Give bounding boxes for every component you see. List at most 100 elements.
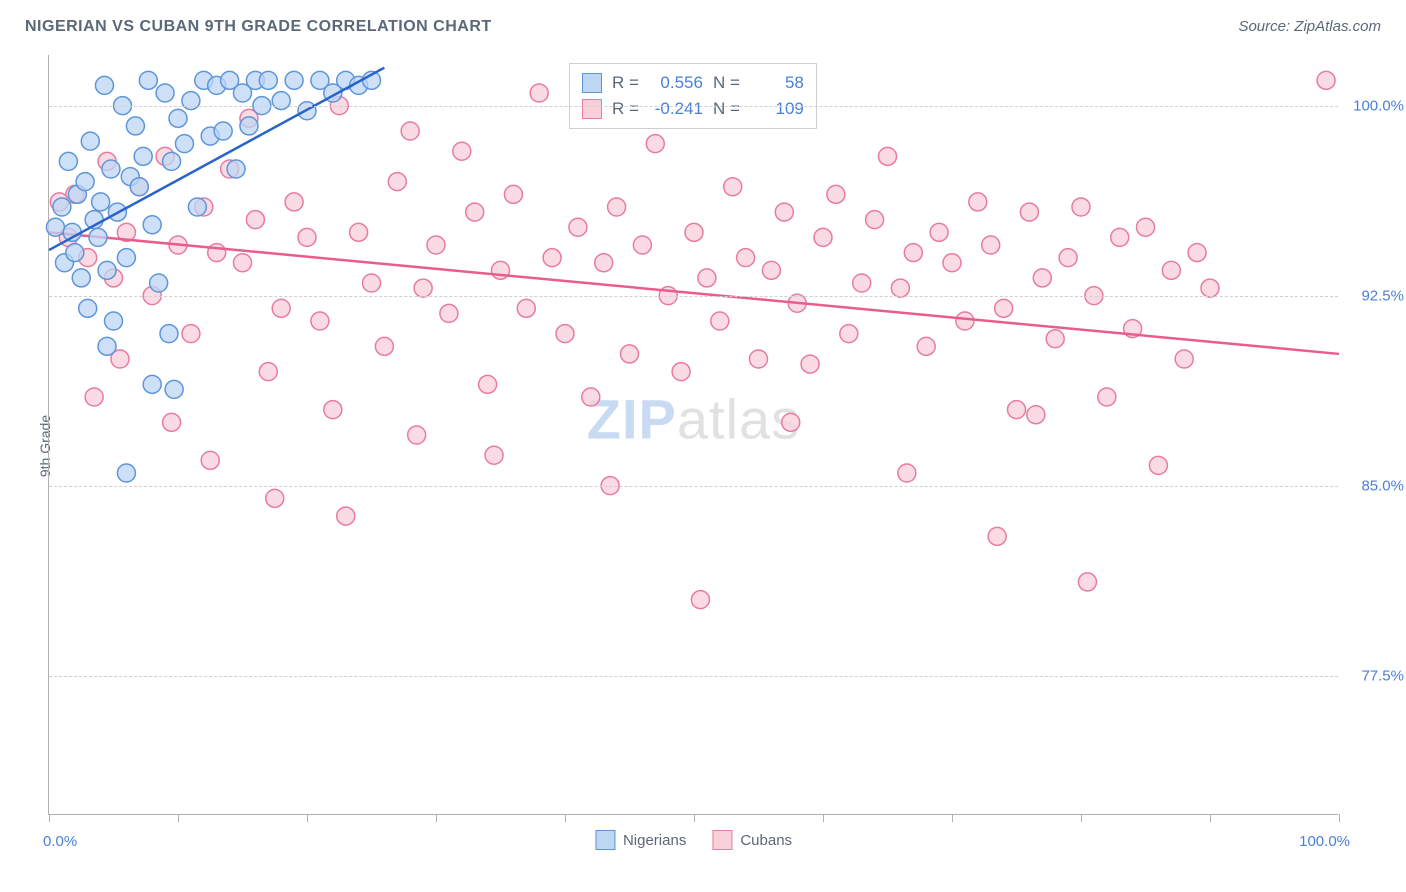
data-point [737,249,755,267]
data-point [126,117,144,135]
data-point [1020,203,1038,221]
data-point [156,84,174,102]
data-point [427,236,445,254]
y-tick-label: 85.0% [1361,477,1404,494]
data-point [81,132,99,150]
data-point [1201,279,1219,297]
swatch-b-icon [582,99,602,119]
data-point [259,363,277,381]
data-point [134,147,152,165]
data-point [259,71,277,89]
data-point [440,304,458,322]
data-point [85,388,103,406]
data-point [711,312,729,330]
n-value-a: 58 [750,73,804,93]
data-point [53,198,71,216]
data-point [298,228,316,246]
data-point [543,249,561,267]
data-point [621,345,639,363]
data-point [750,350,768,368]
data-point [943,254,961,272]
data-point [672,363,690,381]
data-point [1059,249,1077,267]
data-point [95,76,113,94]
data-point [175,135,193,153]
data-point [143,216,161,234]
data-point [853,274,871,292]
data-point [72,269,90,287]
data-point [139,71,157,89]
data-point [1046,330,1064,348]
x-tick [565,814,566,822]
data-point [1033,269,1051,287]
y-tick-label: 77.5% [1361,667,1404,684]
data-point [504,185,522,203]
plot-area: ZIPatlas R = 0.556 N = 58 R = -0.241 N =… [48,55,1338,815]
data-point [685,223,703,241]
data-point [691,591,709,609]
legend-swatch-b-icon [712,830,732,850]
chart-container: NIGERIAN VS CUBAN 9TH GRADE CORRELATION … [0,0,1406,892]
gridline [49,676,1338,677]
gridline [49,486,1338,487]
data-point [79,299,97,317]
legend: Nigerians Cubans [595,830,792,850]
data-point [840,325,858,343]
data-point [234,254,252,272]
data-point [350,223,368,241]
data-point [214,122,232,140]
data-point [569,218,587,236]
correlation-stats-box: R = 0.556 N = 58 R = -0.241 N = 109 [569,63,817,129]
gridline [49,106,1338,107]
x-tick [1339,814,1340,822]
data-point [285,193,303,211]
x-tick [307,814,308,822]
source-attribution: Source: ZipAtlas.com [1238,18,1381,35]
data-point [891,279,909,297]
data-point [160,325,178,343]
data-point [188,198,206,216]
x-tick [952,814,953,822]
legend-swatch-a-icon [595,830,615,850]
data-point [324,401,342,419]
data-point [762,261,780,279]
data-point [337,507,355,525]
data-point [879,147,897,165]
data-point [246,211,264,229]
data-point [988,527,1006,545]
data-point [130,178,148,196]
data-point [1008,401,1026,419]
data-point [1111,228,1129,246]
x-tick [1081,814,1082,822]
x-tick [1210,814,1211,822]
data-point [1078,573,1096,591]
legend-label-b: Cubans [740,832,792,849]
data-point [646,135,664,153]
data-point [930,223,948,241]
data-point [1098,388,1116,406]
stats-row-b: R = -0.241 N = 109 [582,96,804,122]
data-point [76,173,94,191]
data-point [724,178,742,196]
data-point [453,142,471,160]
data-point [633,236,651,254]
legend-label-a: Nigerians [623,832,686,849]
scatter-svg [49,55,1338,814]
data-point [698,269,716,287]
data-point [1149,456,1167,474]
data-point [201,451,219,469]
data-point [59,152,77,170]
data-point [1072,198,1090,216]
data-point [401,122,419,140]
x-tick [178,814,179,822]
data-point [1188,244,1206,262]
data-point [169,109,187,127]
y-tick-label: 92.5% [1361,287,1404,304]
data-point [1027,406,1045,424]
data-point [98,261,116,279]
data-point [414,279,432,297]
data-point [375,337,393,355]
data-point [240,117,258,135]
data-point [814,228,832,246]
data-point [485,446,503,464]
